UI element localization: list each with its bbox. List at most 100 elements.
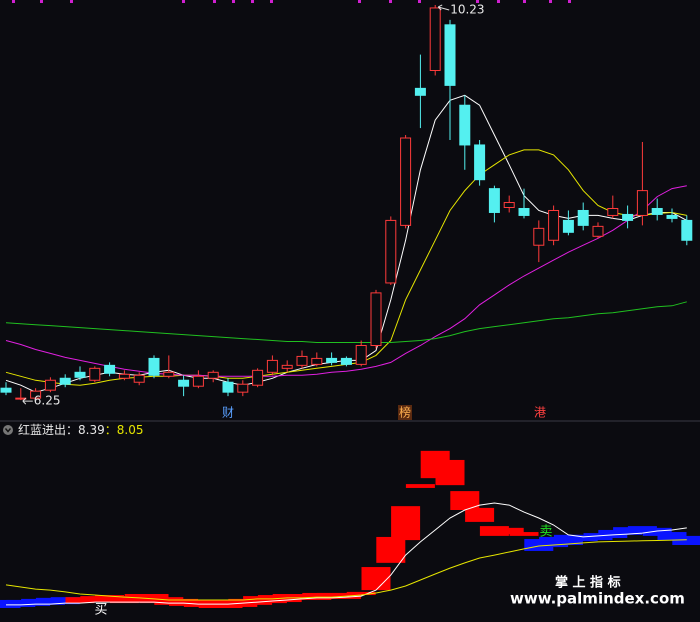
candle-body: [237, 383, 249, 393]
signal-block: [435, 459, 465, 486]
collapse-icon-arrow: [4, 428, 12, 433]
signal-block: [405, 484, 435, 488]
marker-bg: [398, 405, 412, 420]
buy-signal: 买: [94, 603, 107, 618]
collapse-icon[interactable]: [3, 425, 13, 435]
candle-body: [474, 144, 486, 181]
signal-block: [657, 532, 687, 541]
indicator-line: [6, 502, 687, 606]
arrow: [22, 397, 33, 405]
candle-body: [44, 379, 56, 391]
signal-block: [494, 527, 524, 535]
signal-block: [109, 596, 139, 604]
arrow: [437, 4, 450, 11]
candle-body: [622, 213, 634, 221]
signal-block: [183, 599, 213, 607]
candle-body: [74, 371, 86, 378]
event-marker: 财: [222, 406, 234, 420]
signal-block: [553, 534, 583, 545]
separator: ：: [66, 423, 78, 437]
candle-body: [444, 24, 456, 86]
min-price-label: 6.25: [34, 394, 61, 408]
candle-body: [548, 209, 560, 241]
candle-body: [163, 371, 175, 377]
signal-block: [598, 529, 628, 538]
signal-block: [346, 591, 376, 596]
candle-body: [414, 87, 426, 96]
event-marker: 港: [534, 406, 546, 420]
indicator-title: 红蓝进出: [18, 422, 66, 437]
indicator-line: [5, 185, 687, 377]
candle-body: [148, 357, 160, 376]
signal-block: [21, 598, 51, 606]
signal-block: [627, 526, 657, 534]
candle-body: [30, 390, 42, 399]
signal-block: [376, 536, 406, 563]
signal-block: [391, 506, 421, 541]
candle-body: [192, 375, 204, 387]
indicator-value: 8.39: [78, 423, 105, 437]
watermark-title: 掌 上 指 标: [555, 575, 621, 591]
sell-signal: 卖: [539, 525, 552, 540]
indicator-header: 红蓝进出：8.39：8.05: [18, 422, 143, 437]
signal-block: [672, 535, 700, 545]
signal-block: [465, 507, 495, 522]
candle-body: [355, 345, 367, 365]
signal-block: [509, 532, 539, 536]
signal-block: [479, 526, 509, 536]
candle-body: [104, 364, 116, 374]
candle-body: [178, 379, 190, 387]
candle-body: [89, 367, 101, 381]
signal-block: [80, 596, 110, 603]
signal-block: [154, 597, 184, 605]
candle-body: [488, 188, 500, 213]
candle-body: [592, 225, 604, 237]
signal-block: [539, 536, 569, 548]
signal-block: [642, 527, 672, 536]
candle-body: [651, 207, 663, 215]
candle-body: [207, 371, 219, 379]
candle-body: [311, 357, 323, 365]
candle-body: [429, 7, 441, 71]
signal-block: [524, 539, 554, 551]
candle-body: [59, 377, 71, 385]
separator: ：: [105, 423, 117, 437]
signal-block: [613, 527, 643, 535]
candle-body: [666, 214, 678, 219]
signal-block: [243, 596, 273, 605]
candle-body: [296, 355, 308, 366]
candle-body: [562, 219, 574, 233]
signal-block: [95, 595, 125, 603]
indicator-value: 8.05: [117, 423, 144, 437]
candle-body: [266, 359, 278, 373]
max-price-label: 10.23: [450, 2, 484, 16]
candle-body: [222, 381, 234, 393]
signal-block: [35, 597, 65, 605]
watermark-url: www.palmindex.com: [510, 590, 685, 608]
candle-body: [340, 357, 352, 365]
signal-block: [302, 592, 332, 600]
signal-block: [65, 597, 95, 604]
candle-body: [252, 369, 264, 386]
candle-body: [281, 364, 293, 369]
signal-block: [50, 597, 80, 605]
signal-block: [583, 533, 613, 541]
candle-body: [326, 357, 338, 363]
candle-body: [503, 202, 515, 209]
signal-block: [6, 599, 36, 607]
event-marker: 榜: [399, 405, 411, 420]
signal-block: [317, 592, 347, 599]
signal-block: [287, 594, 317, 600]
candle-body: [577, 209, 589, 226]
candle-body: [533, 227, 545, 246]
signal-block: [169, 598, 199, 606]
candle-body: [400, 137, 412, 226]
candle-body: [681, 219, 693, 241]
candle-body: [133, 374, 145, 383]
candle-body: [0, 387, 12, 393]
candle-body: [370, 292, 382, 347]
indicator-line: [5, 301, 687, 343]
